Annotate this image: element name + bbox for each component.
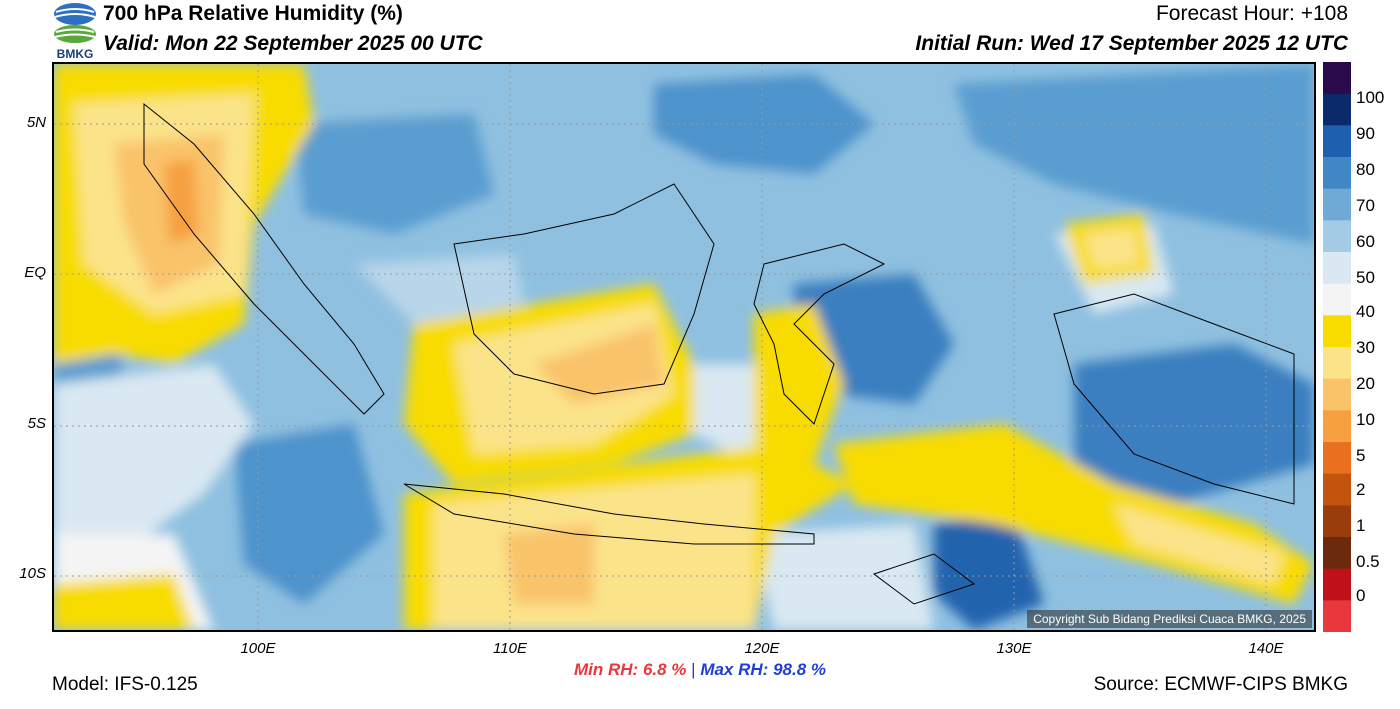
- lon-label-130e: 130E: [996, 640, 1032, 657]
- copyright-notice: Copyright Sub Bidang Prediksi Cuaca BMKG…: [1027, 610, 1312, 628]
- colorbar-swatch: [1323, 157, 1351, 190]
- colorbar-label-70: 70: [1356, 196, 1375, 215]
- colorbar-swatch: [1323, 188, 1351, 221]
- valid-time: Valid: Mon 22 September 2025 00 UTC: [103, 32, 483, 55]
- colorbar-label-60: 60: [1356, 232, 1375, 251]
- colorbar-label-10: 10: [1356, 410, 1375, 429]
- lat-label-10s: 10S: [19, 565, 46, 582]
- min-rh-label: Min RH:: [573, 660, 639, 679]
- logo-text: BMKG: [57, 47, 94, 60]
- timor-coast: [872, 553, 976, 605]
- colorbar-label-5: 5: [1356, 446, 1366, 465]
- colorbar-swatches: [1323, 62, 1351, 633]
- lat-label-5s: 5S: [27, 415, 46, 432]
- colorbar-swatch: [1323, 252, 1351, 285]
- colorbar-label-80: 80: [1356, 160, 1375, 179]
- colorbar-label-1: 1: [1356, 516, 1366, 535]
- map-title: 700 hPa Relative Humidity (%): [103, 2, 403, 25]
- lon-label-100e: 100E: [240, 640, 276, 657]
- sumatra-coast: [143, 102, 385, 415]
- model-label: Model: IFS-0.125: [52, 674, 198, 695]
- humidity-map-canvas: [54, 64, 1314, 630]
- lon-label-140e: 140E: [1248, 640, 1284, 657]
- lat-label-5n: 5N: [26, 114, 46, 131]
- bmkg-logo: BMKG: [52, 2, 98, 61]
- min-rh-value: 6.8 %: [642, 660, 687, 679]
- papua-coast: [1053, 293, 1295, 505]
- colorbar-label-20: 20: [1356, 374, 1375, 393]
- colorbar-label-0-5: 0.5: [1356, 552, 1380, 571]
- source-label: Source: ECMWF-CIPS BMKG: [1093, 674, 1348, 695]
- humidity-map: Copyright Sub Bidang Prediksi Cuaca BMKG…: [52, 62, 1316, 632]
- colorbar-swatch: [1323, 220, 1351, 253]
- colorbar-swatch: [1323, 315, 1351, 348]
- colorbar-swatch: [1323, 62, 1351, 95]
- java-coast: [403, 483, 815, 545]
- colorbar-swatch: [1323, 125, 1351, 158]
- lon-label-110e: 110E: [493, 640, 527, 657]
- colorbar-label-100: 100: [1356, 88, 1385, 107]
- colorbar-swatch: [1323, 410, 1351, 443]
- lon-label-120e: 120E: [744, 640, 780, 657]
- colorbar-swatch: [1323, 505, 1351, 538]
- colorbar-swatch: [1323, 93, 1351, 126]
- colorbar-label-50: 50: [1356, 268, 1375, 287]
- rh-separator: |: [691, 660, 696, 679]
- colorbar-swatch: [1323, 378, 1351, 411]
- colorbar-swatch: [1323, 537, 1351, 570]
- colorbar-label-2: 2: [1356, 480, 1366, 499]
- sulawesi-coast: [753, 243, 886, 425]
- max-rh-value: 98.8 %: [773, 660, 826, 679]
- colorbar-swatch: [1323, 568, 1351, 601]
- colorbar-swatch: [1323, 283, 1351, 316]
- forecast-hour: Forecast Hour: +108: [1155, 2, 1348, 25]
- colorbar-swatch: [1323, 442, 1351, 475]
- borneo-coast: [453, 183, 715, 395]
- colorbar-swatch: [1323, 473, 1351, 506]
- colorbar: [1323, 62, 1351, 633]
- colorbar-label-0: 0: [1356, 586, 1366, 605]
- colorbar-swatch: [1323, 600, 1351, 633]
- colorbar-label-30: 30: [1356, 338, 1375, 357]
- initial-run: Initial Run: Wed 17 September 2025 12 UT…: [915, 32, 1348, 55]
- max-rh-label: Max RH:: [700, 660, 769, 679]
- lat-label-eq: EQ: [24, 264, 46, 281]
- colorbar-swatch: [1323, 347, 1351, 380]
- colorbar-label-40: 40: [1356, 302, 1375, 321]
- colorbar-label-90: 90: [1356, 124, 1375, 143]
- rh-extremes: Min RH: 6.8 % | Max RH: 98.8 %: [0, 660, 1400, 680]
